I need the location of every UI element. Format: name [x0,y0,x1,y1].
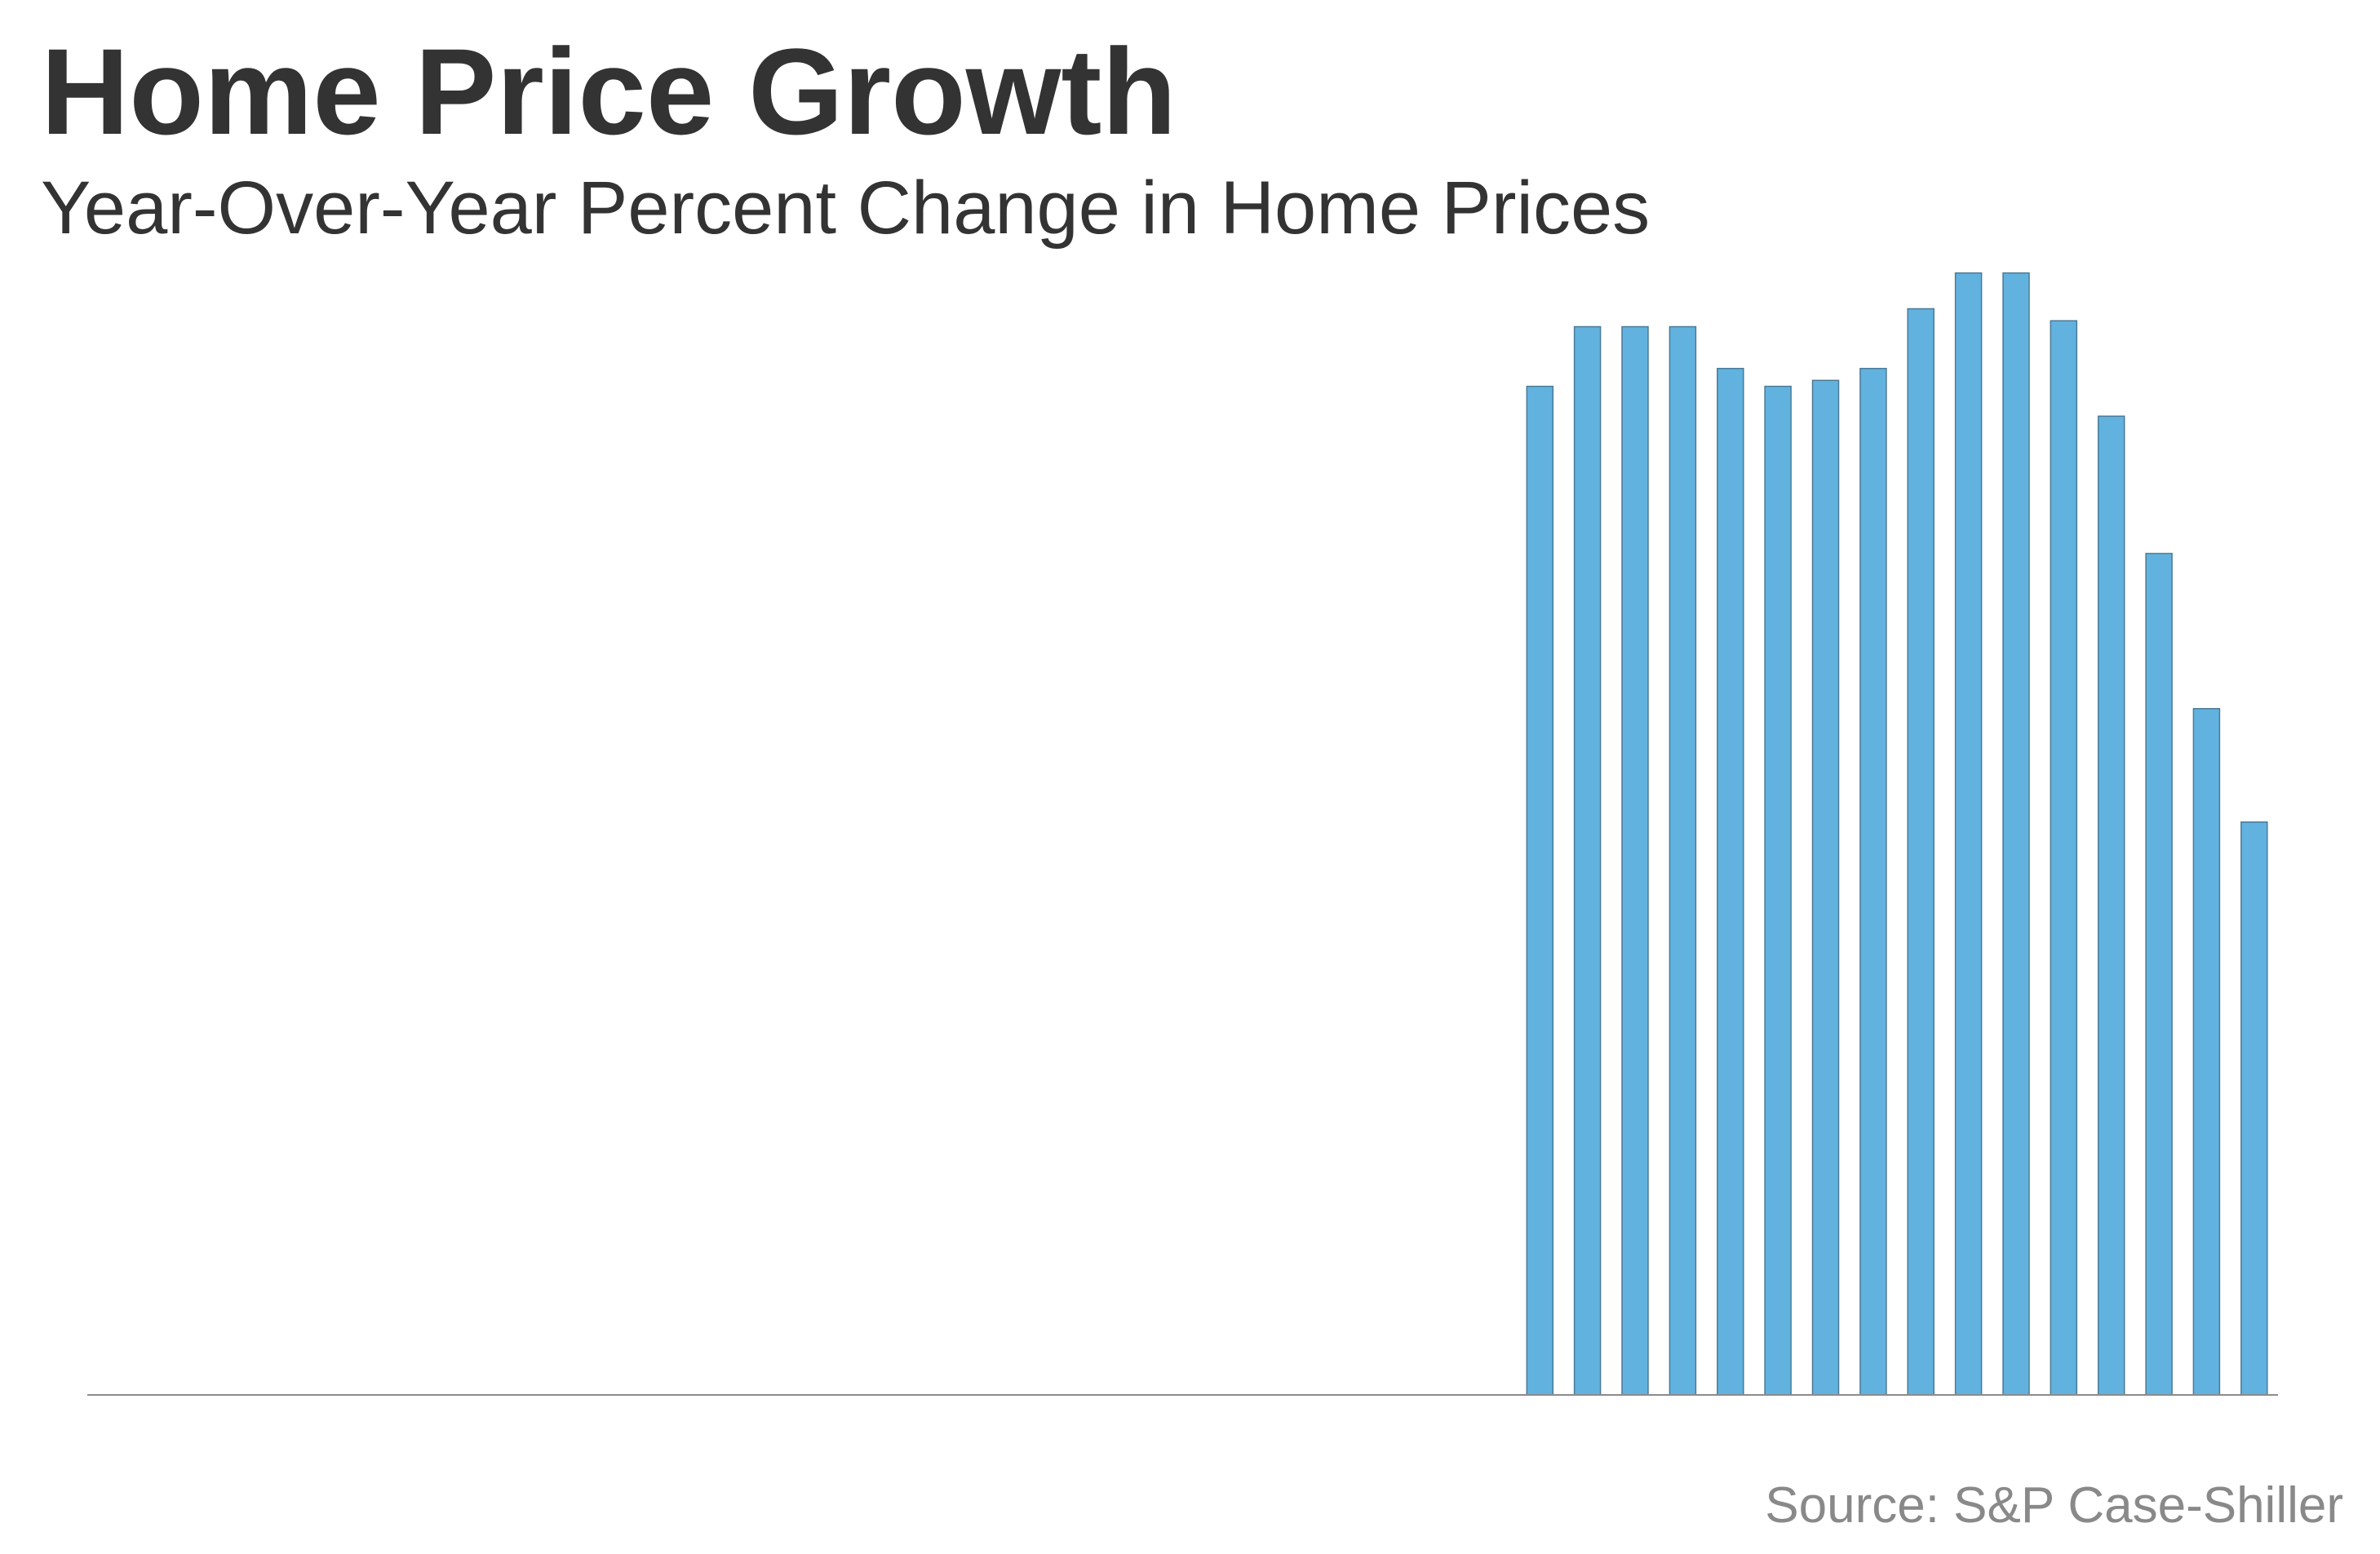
bar [1764,385,1792,1396]
source-note: Source: S&P Case-Shiller [1765,1477,2343,1534]
bar [2002,272,2030,1396]
bar [1859,367,1887,1396]
bar [1907,308,1935,1396]
bar [2097,415,2125,1396]
chart-subtitle: Year-Over-Year Percent Change in Home Pr… [41,166,1651,250]
chart-title: Home Price Growth [41,23,1177,160]
bar [2145,552,2173,1396]
bar [1573,325,1602,1396]
bar [2192,707,2221,1396]
bar-series [1526,272,2268,1396]
bar [1526,385,1554,1396]
bar [1717,367,1744,1396]
bar [2240,821,2268,1396]
bar [2050,320,2078,1396]
bar [1954,272,1983,1396]
bar [1811,379,1840,1396]
bar [1669,325,1697,1396]
bar [1621,325,1649,1396]
